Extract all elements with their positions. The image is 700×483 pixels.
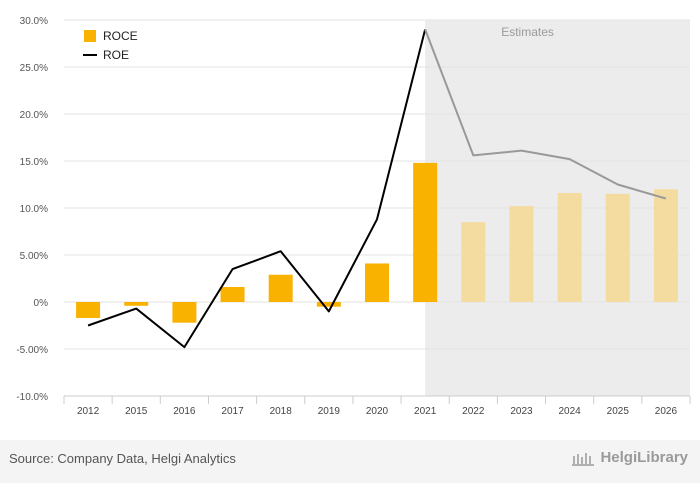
x-tick-label: 2020 [366, 406, 389, 417]
legend-roe-label: ROE [103, 48, 129, 62]
y-tick-label: 0% [34, 298, 49, 309]
x-tick-label: 2025 [607, 406, 630, 417]
library-icon [572, 452, 595, 466]
roce-bar [461, 222, 486, 302]
roce-roe-chart: Estimates -10.0% -5.00% 0% 5.00% 10.0% 15.0% 20… [16, 16, 691, 417]
roce-bar [365, 263, 389, 302]
y-tick-label: 15.0% [20, 157, 48, 168]
x-tick-label: 2018 [270, 406, 293, 417]
x-tick-label: 2021 [414, 406, 437, 417]
roce-bar [220, 286, 245, 302]
roe-line-actual [87, 29, 427, 349]
estimates-label: Estimates [501, 25, 554, 39]
roce-bar [172, 302, 197, 323]
x-tick-label: 2015 [125, 406, 148, 417]
legend-roce-swatch [84, 30, 96, 42]
y-tick-label: 25.0% [20, 63, 48, 74]
roce-bar [413, 162, 438, 302]
y-tick-label: -10.0% [16, 392, 48, 403]
roce-bar [653, 189, 678, 302]
y-tick-label: -5.00% [16, 345, 48, 356]
y-tick-label: 10.0% [20, 204, 48, 215]
x-tick-label: 2024 [558, 406, 581, 417]
roce-bar [557, 192, 582, 302]
brand-logo[interactable]: HelgiLibrary [572, 449, 688, 466]
x-tick-label: 2016 [173, 406, 196, 417]
roce-bar [316, 302, 341, 307]
roce-bar [124, 302, 149, 306]
roce-bar [268, 274, 293, 302]
roce-bar [509, 206, 534, 302]
roe-line-estimate [424, 29, 667, 200]
y-tick-label: 30.0% [20, 16, 48, 27]
x-tick-label: 2017 [221, 406, 244, 417]
source-text: Source: Company Data, Helgi Analytics [9, 451, 236, 466]
brand-name: HelgiLibrary [600, 449, 688, 466]
x-tick-label: 2026 [655, 406, 678, 417]
x-tick-label: 2023 [510, 406, 533, 417]
x-tick-label: 2019 [318, 406, 341, 417]
x-tick-label: 2012 [77, 406, 100, 417]
y-tick-label: 5.00% [20, 251, 48, 262]
roce-bar [605, 193, 630, 302]
legend-roce-label: ROCE [103, 29, 138, 43]
x-tick-label: 2022 [462, 406, 485, 417]
roce-bar [76, 302, 101, 318]
y-tick-label: 20.0% [20, 110, 48, 121]
